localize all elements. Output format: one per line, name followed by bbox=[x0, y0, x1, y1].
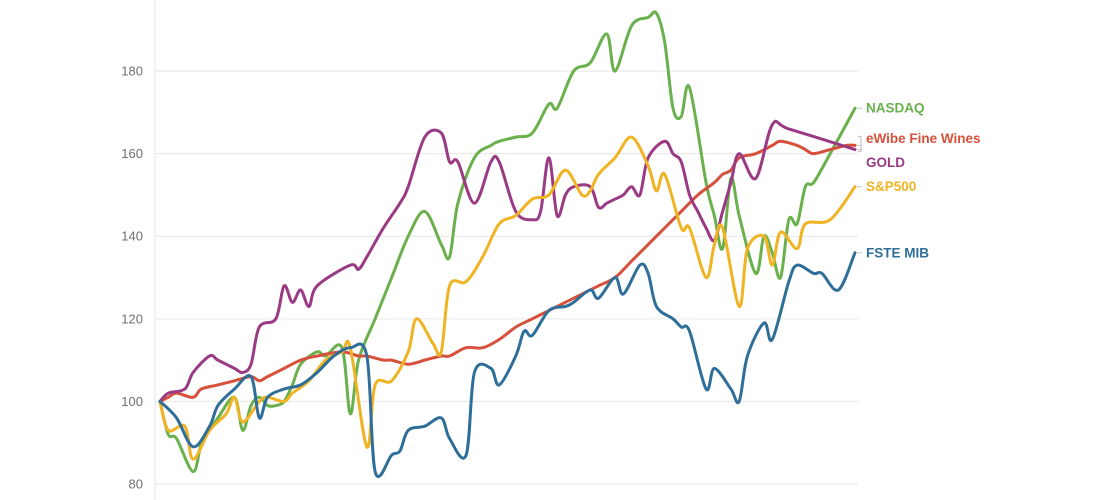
series-line-ewibe-fine-wines bbox=[158, 139, 857, 403]
label-bracket bbox=[858, 135, 862, 152]
series-end-labels: NASDAQ eWibe Fine Wines GOLD S&P500 FSTE MIB bbox=[857, 101, 981, 260]
series-label-s-p500: S&P500 bbox=[866, 179, 916, 194]
series-label-fste-mib: FSTE MIB bbox=[866, 245, 929, 260]
y-tick-label-160: 160 bbox=[121, 146, 143, 161]
y-tick-labels: 80 100 120 140 160 180 bbox=[121, 64, 143, 492]
gridlines bbox=[155, 70, 858, 485]
y-tick-label-120: 120 bbox=[121, 311, 143, 326]
y-tick-label-180: 180 bbox=[121, 64, 143, 79]
series-label-ewibe-fine-wines: eWibe Fine Wines bbox=[866, 131, 981, 146]
series-line-gold bbox=[158, 119, 857, 403]
series-lines bbox=[158, 10, 857, 478]
y-tick-label-80: 80 bbox=[129, 477, 143, 492]
y-tick-label-140: 140 bbox=[121, 229, 143, 244]
series-label-gold: GOLD bbox=[866, 155, 905, 170]
series-line-nasdaq bbox=[158, 10, 857, 474]
series-line-fste-mib bbox=[158, 251, 857, 478]
y-tick-label-100: 100 bbox=[121, 394, 143, 409]
series-label-nasdaq: NASDAQ bbox=[866, 101, 925, 116]
